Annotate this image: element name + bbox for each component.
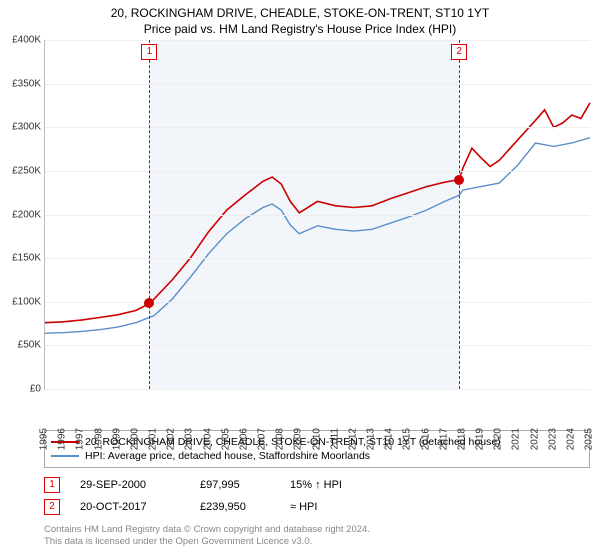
xtick-label: 1996: [57, 428, 68, 450]
xtick-label: 2010: [311, 428, 322, 450]
gridline-h: [45, 40, 590, 41]
xtick-label: 2006: [238, 428, 249, 450]
gridline-h: [45, 258, 590, 259]
legend-label: HPI: Average price, detached house, Staf…: [85, 450, 370, 462]
sale-index-box: 2: [44, 499, 60, 515]
sale-marker-line: [459, 40, 460, 389]
ytick-label: £400K: [12, 35, 41, 46]
xtick-label: 2002: [166, 428, 177, 450]
xtick-label: 1997: [75, 428, 86, 450]
series-line-hpi: [45, 138, 590, 334]
chart-xaxis: 1995199619971998199920002001200220032004…: [44, 390, 590, 424]
xtick-label: 2021: [511, 428, 522, 450]
xtick-label: 2000: [129, 428, 140, 450]
xtick-label: 2014: [384, 428, 395, 450]
xtick-label: 2001: [148, 428, 159, 450]
xtick-label: 2009: [293, 428, 304, 450]
sale-date: 29-SEP-2000: [80, 479, 180, 491]
xtick-label: 2020: [493, 428, 504, 450]
xtick-label: 2003: [184, 428, 195, 450]
sale-hpi-delta: ≈ HPI: [290, 501, 370, 513]
xtick-label: 2015: [402, 428, 413, 450]
xtick-label: 2024: [565, 428, 576, 450]
xtick-label: 2013: [366, 428, 377, 450]
chart-plot-area: £0£50K£100K£150K£200K£250K£300K£350K£400…: [44, 40, 590, 390]
ytick-label: £0: [30, 384, 41, 395]
xtick-label: 2017: [438, 428, 449, 450]
sale-marker-line: [149, 40, 150, 389]
sales-table: 1 29-SEP-2000 £97,995 15% ↑ HPI 2 20-OCT-2017…: [44, 474, 590, 518]
series-line-property: [45, 103, 590, 323]
footer-line: Contains HM Land Registry data © Crown c…: [44, 524, 590, 536]
xtick-label: 2025: [584, 428, 595, 450]
gridline-h: [45, 345, 590, 346]
legend-swatch: [51, 455, 79, 457]
xtick-label: 2004: [202, 428, 213, 450]
ytick-label: £250K: [12, 165, 41, 176]
chart-subtitle: Price paid vs. HM Land Registry's House …: [0, 20, 600, 40]
sale-row: 1 29-SEP-2000 £97,995 15% ↑ HPI: [44, 474, 590, 496]
gridline-h: [45, 215, 590, 216]
ytick-label: £100K: [12, 296, 41, 307]
xtick-label: 1998: [93, 428, 104, 450]
gridline-h: [45, 171, 590, 172]
chart-title: 20, ROCKINGHAM DRIVE, CHEADLE, STOKE-ON-…: [0, 0, 600, 20]
xtick-label: 2005: [220, 428, 231, 450]
xtick-label: 2007: [257, 428, 268, 450]
sale-marker-dot: [144, 298, 154, 308]
xtick-label: 1999: [111, 428, 122, 450]
footer-attribution: Contains HM Land Registry data © Crown c…: [44, 524, 590, 549]
ytick-label: £150K: [12, 253, 41, 264]
sale-row: 2 20-OCT-2017 £239,950 ≈ HPI: [44, 496, 590, 518]
sale-marker-dot: [454, 175, 464, 185]
xtick-label: 1995: [39, 428, 50, 450]
xtick-label: 2008: [275, 428, 286, 450]
xtick-label: 2023: [547, 428, 558, 450]
ytick-label: £350K: [12, 78, 41, 89]
sale-price: £97,995: [200, 479, 270, 491]
xtick-label: 2011: [329, 428, 340, 450]
sale-marker-box: 1: [141, 44, 157, 60]
sale-price: £239,950: [200, 501, 270, 513]
sale-index-box: 1: [44, 477, 60, 493]
gridline-h: [45, 84, 590, 85]
xtick-label: 2019: [475, 428, 486, 450]
sale-marker-box: 2: [451, 44, 467, 60]
gridline-h: [45, 127, 590, 128]
footer-line: This data is licensed under the Open Gov…: [44, 536, 590, 548]
ytick-label: £50K: [18, 340, 41, 351]
gridline-h: [45, 302, 590, 303]
sale-hpi-delta: 15% ↑ HPI: [290, 479, 370, 491]
xtick-label: 2018: [456, 428, 467, 450]
xtick-label: 2016: [420, 428, 431, 450]
ytick-label: £200K: [12, 209, 41, 220]
xtick-label: 2022: [529, 428, 540, 450]
ytick-label: £300K: [12, 122, 41, 133]
xtick-label: 2012: [347, 428, 358, 450]
legend-item: HPI: Average price, detached house, Staf…: [51, 449, 583, 463]
sale-date: 20-OCT-2017: [80, 501, 180, 513]
